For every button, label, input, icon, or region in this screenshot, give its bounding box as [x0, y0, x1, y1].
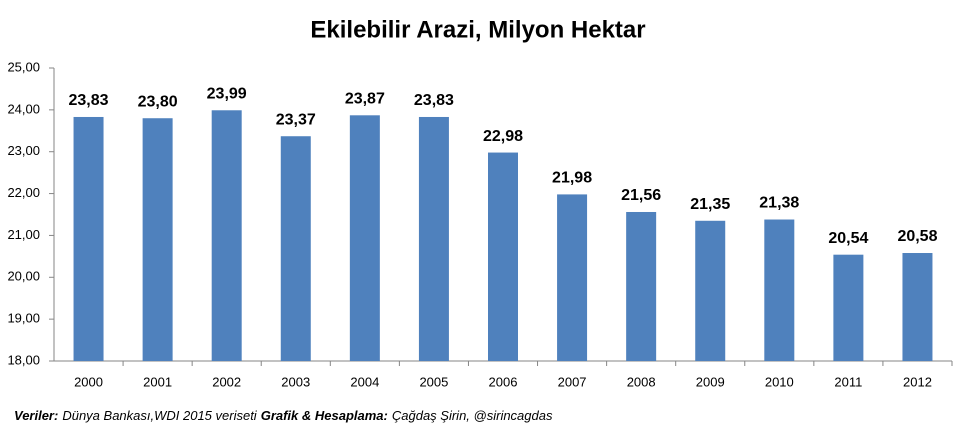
bar — [626, 211, 657, 361]
y-tick-label: 21,00 — [7, 227, 40, 242]
bar — [211, 110, 242, 361]
x-tick-label: 2010 — [765, 374, 794, 389]
bar — [695, 220, 726, 361]
value-label: 20,54 — [828, 230, 868, 247]
value-label: 21,35 — [690, 196, 730, 213]
footnote-part: Çağdaş Şirin, @sirincagdas — [392, 408, 553, 423]
y-tick-label: 24,00 — [7, 101, 40, 116]
bar — [902, 253, 933, 361]
x-tick-label: 2007 — [558, 374, 587, 389]
y-tick-label: 22,00 — [7, 185, 40, 200]
y-tick-label: 19,00 — [7, 311, 40, 326]
value-label: 23,99 — [207, 85, 247, 102]
bar — [418, 116, 449, 361]
value-label: 21,56 — [621, 187, 661, 204]
x-tick-label: 2000 — [74, 374, 103, 389]
value-label: 21,98 — [552, 170, 592, 187]
chart-title: Ekilebilir Arazi, Milyon Hektar — [310, 16, 645, 43]
bar — [557, 194, 588, 361]
y-tick-label: 18,00 — [7, 352, 40, 367]
bar — [349, 115, 380, 361]
footnote-part: Veriler: — [14, 408, 58, 423]
value-label: 21,38 — [759, 195, 799, 212]
y-tick-label: 20,00 — [7, 269, 40, 284]
x-tick-label: 2004 — [350, 374, 379, 389]
bar — [280, 136, 311, 361]
value-label: 23,80 — [138, 93, 178, 110]
value-label: 22,98 — [483, 128, 523, 145]
footnote-part: Grafik & Hesaplama: — [261, 408, 388, 423]
x-tick-label: 2003 — [281, 374, 310, 389]
x-tick-label: 2002 — [212, 374, 241, 389]
x-tick-label: 2012 — [903, 374, 932, 389]
bar — [142, 118, 173, 361]
value-label: 23,83 — [414, 92, 454, 109]
bar — [488, 152, 518, 361]
x-tick-label: 2006 — [489, 374, 518, 389]
x-tick-label: 2009 — [696, 374, 725, 389]
value-label: 23,83 — [69, 92, 109, 109]
x-tick-label: 2001 — [143, 374, 172, 389]
y-tick-label: 23,00 — [7, 143, 40, 158]
footnote-part: Dünya Bankası,WDI 2015 veriseti — [62, 408, 257, 423]
value-label: 23,87 — [345, 91, 385, 108]
bar — [73, 116, 104, 361]
y-tick-label: 25,00 — [7, 59, 40, 74]
value-label: 20,58 — [897, 228, 937, 245]
footnote: Veriler: Dünya Bankası,WDI 2015 veriseti G… — [14, 408, 553, 423]
value-label: 23,37 — [276, 111, 316, 128]
bar — [764, 219, 795, 361]
x-tick-label: 2008 — [627, 374, 656, 389]
x-tick-label: 2005 — [419, 374, 448, 389]
bar — [833, 254, 864, 361]
x-tick-label: 2011 — [834, 374, 862, 389]
